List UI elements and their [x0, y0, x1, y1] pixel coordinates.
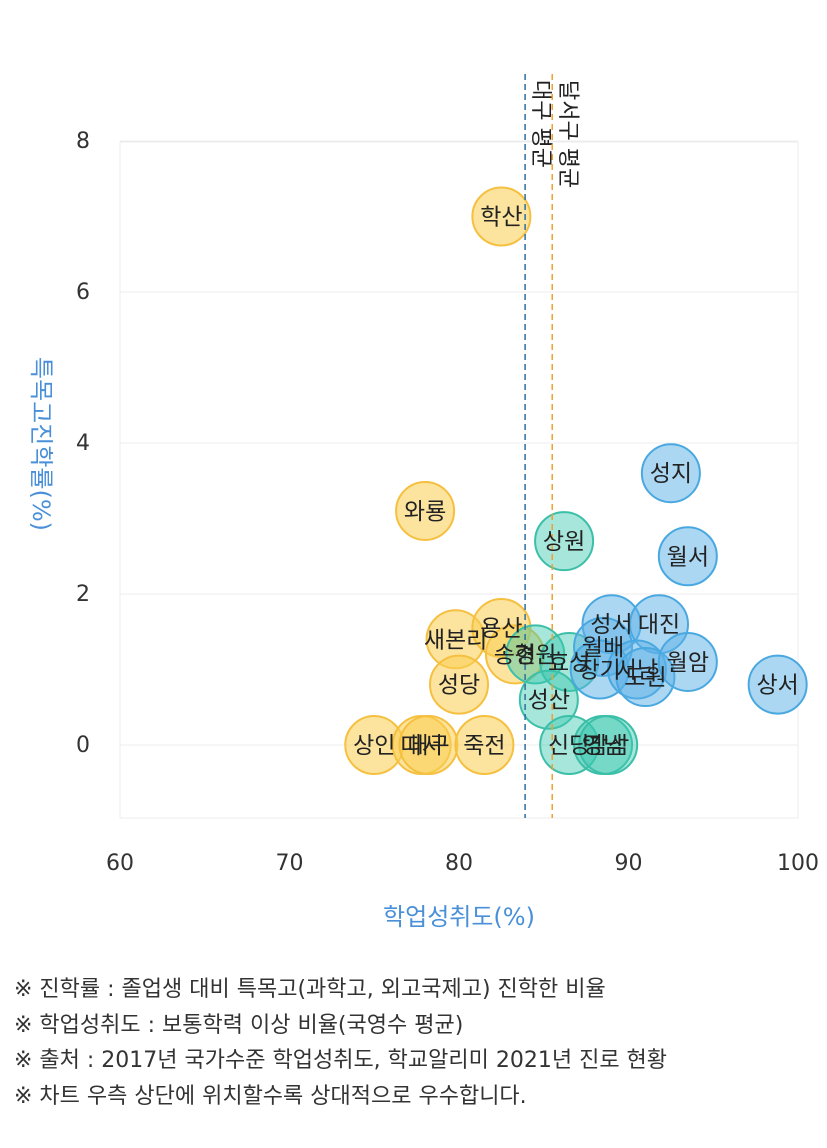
- bubble-label-4: 송현: [494, 642, 536, 668]
- bubble-label-19: 성서: [590, 612, 632, 638]
- bubble-label-8: 대구: [407, 733, 449, 759]
- bubble-13: [518, 669, 579, 730]
- y-tick-label-3: 6: [76, 280, 90, 305]
- x-axis-title: 학업성취도(%): [383, 903, 535, 931]
- bubble-label-5: 성당: [438, 673, 480, 699]
- bubble-label-22: 장기: [579, 658, 621, 684]
- bubble-label-18: 월서: [667, 544, 709, 570]
- bubble-label-0: 학산: [480, 205, 522, 231]
- bubble-label-10: 상원: [543, 529, 585, 555]
- bubble-label-21: 월배: [582, 635, 624, 661]
- bubble-5: [429, 654, 489, 715]
- note-source: ※ 출처 : 2017년 국가수준 학업성취도, 학교알리미 2021년 진로 …: [14, 1048, 668, 1073]
- bubble-25: [657, 631, 718, 692]
- note-achievement: ※ 학업성취도 : 보통학력 이상 비율(국영수 평균): [14, 1012, 464, 1038]
- bubble-label-12: 효성: [548, 650, 590, 676]
- bubble-label-25: 월암: [667, 650, 709, 676]
- bubble-label-15: 영남: [582, 733, 624, 759]
- y-axis-title: 특목고진학률(%): [27, 357, 55, 531]
- bubble-label-9: 죽전: [463, 733, 505, 759]
- bubble-label-1: 와룡: [404, 499, 446, 525]
- bubble-label-20: 대진: [638, 612, 680, 638]
- bubble-10: [534, 511, 595, 572]
- bubble-9: [454, 715, 515, 775]
- bubble-label-2: 새본리: [424, 627, 487, 653]
- bubble-label-14: 신당: [548, 733, 590, 759]
- bubble-18: [657, 526, 718, 587]
- bubble-4: [484, 624, 545, 685]
- bubble-label-23: 서남: [616, 658, 658, 684]
- scatter-chart: 0 2 4 6 8 60 70 80 90 100 학업성취도(%) 특목고진학률(%) 대구 평균 달서…: [27, 74, 819, 931]
- x-tick-label-4: 100: [777, 851, 819, 876]
- y-tick-label-0: 0: [76, 733, 90, 758]
- reference-line-label-0: 대구 평균: [528, 80, 553, 168]
- y-tick-label-2: 4: [76, 431, 90, 456]
- bubble-17: [640, 443, 701, 504]
- bubble-26: [747, 654, 808, 715]
- bubble-label-13: 성산: [528, 688, 570, 714]
- footnotes: ※ 진학률 : 졸업생 대비 특목고(과학고, 외고국제고) 진학한 비율 ※ …: [14, 972, 814, 1114]
- y-tick-label-1: 2: [76, 582, 90, 607]
- bubble-0: [471, 186, 532, 247]
- bubble-label-3: 용산: [480, 616, 522, 642]
- note-interpretation: ※ 차트 우측 상단에 위치할수록 상대적으로 우수합니다.: [14, 1083, 527, 1109]
- plot-frame: [119, 141, 799, 819]
- reference-line-label-1: 달서구 평균: [555, 80, 580, 188]
- x-tick-label-2: 80: [445, 851, 473, 876]
- chart-svg: 0 2 4 6 8 60 70 80 90 100 학업성취도(%) 특목고진학률(%) 대구 평균 달서…: [27, 74, 819, 931]
- note-rate: ※ 진학률 : 졸업생 대비 특목고(과학고, 외고국제고) 진학한 비율: [14, 977, 606, 1002]
- x-tick-label-1: 70: [276, 851, 304, 876]
- bubble-label-11: 경원: [514, 642, 556, 668]
- bubble-label-6: 상인: [353, 733, 395, 759]
- bubble-label-16: 감삼: [587, 733, 629, 759]
- bubble-1: [395, 480, 456, 541]
- bubble-label-24: 도원: [624, 665, 666, 691]
- x-tick-label-0: 60: [106, 851, 134, 876]
- bubble-label-7: 대서: [401, 733, 443, 759]
- bubble-label-17: 성지: [650, 461, 692, 487]
- y-tick-label-4: 8: [76, 129, 90, 154]
- x-tick-label-3: 90: [615, 851, 643, 876]
- bubble-label-26: 상서: [756, 673, 798, 699]
- bubble-16: [578, 715, 639, 775]
